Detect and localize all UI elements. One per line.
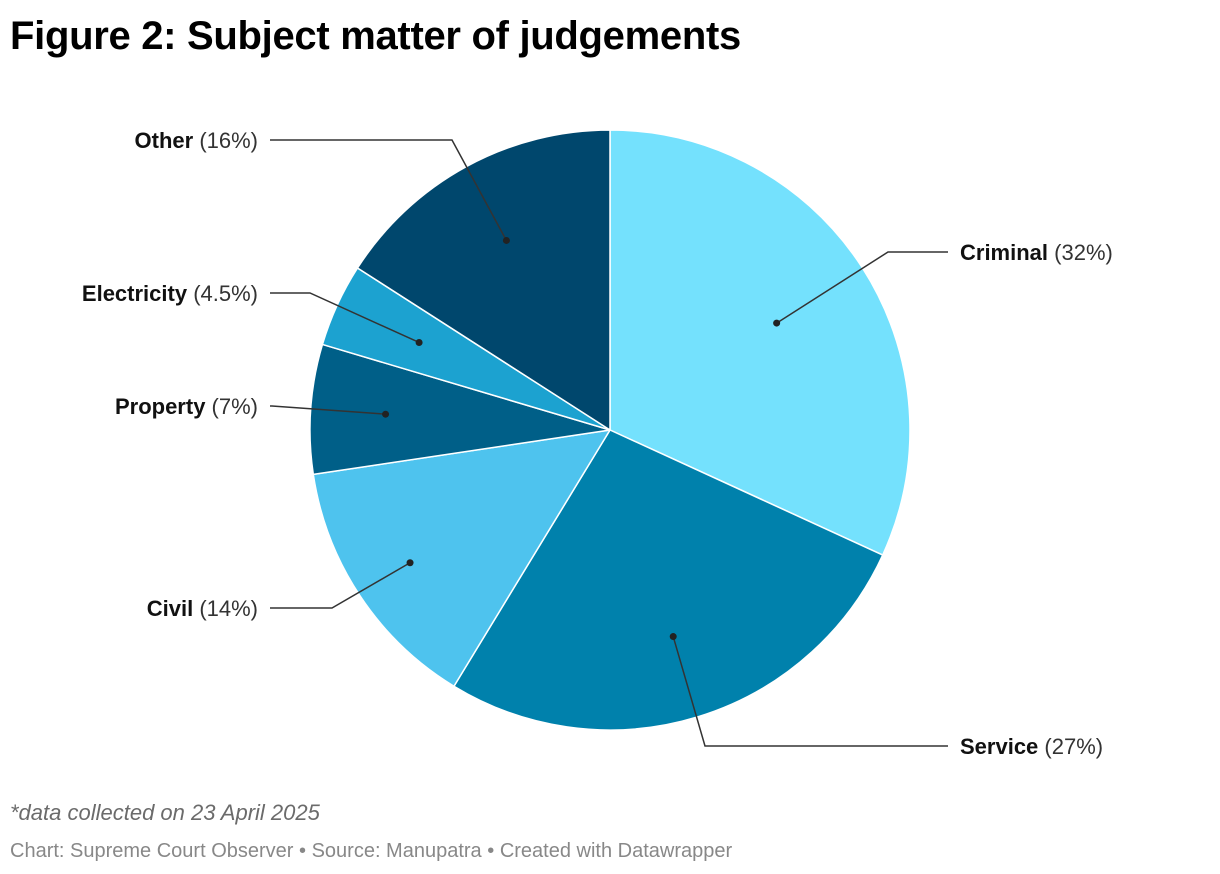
- pie-chart: Criminal (32%) Service (27%) Civil (14%) Pr…: [82, 128, 1113, 759]
- slice-percentage: (32%): [1048, 240, 1113, 265]
- slice-category: Other: [135, 128, 194, 153]
- pie-slices: [309, 129, 911, 731]
- leader-line-electricity: [270, 292, 420, 344]
- slice-percentage: (4.5%): [187, 281, 258, 306]
- slice-category: Property: [115, 394, 206, 419]
- slice-percentage: (14%): [193, 596, 258, 621]
- anchor-dot-property: [382, 410, 390, 418]
- footer-separator: •: [487, 840, 495, 862]
- slice-category: Criminal: [960, 240, 1048, 265]
- footer-separator: •: [299, 840, 307, 862]
- data-collection-note: *data collected on 23 April 2025: [10, 800, 320, 825]
- slice-percentage: (7%): [205, 394, 258, 419]
- pie-slice-service: [453, 429, 884, 731]
- chart-footer: Chart: Supreme Court Observer • Source: …: [10, 838, 732, 864]
- slice-category: Electricity: [82, 281, 188, 306]
- leader-line-criminal: [776, 251, 948, 324]
- pie-slice-civil: [312, 429, 611, 687]
- anchor-dot-criminal: [773, 319, 781, 327]
- anchor-dot-service: [669, 633, 677, 641]
- slice-label-criminal: Criminal (32%): [960, 240, 1113, 265]
- leader-line-civil: [270, 562, 411, 609]
- slice-label-electricity: Electricity (4.5%): [82, 281, 258, 306]
- slice-labels: Criminal (32%) Service (27%) Civil (14%) Pr…: [82, 128, 1113, 759]
- chart-title: Figure 2: Subject matter of judgements: [10, 14, 741, 58]
- slice-category: Civil: [147, 596, 193, 621]
- leader-line-other: [270, 139, 508, 241]
- anchor-dot-other: [502, 236, 510, 244]
- chart-credit: Chart: Supreme Court Observer: [10, 840, 294, 862]
- tool-credit: Created with Datawrapper: [499, 840, 733, 862]
- anchor-dot-electricity: [415, 338, 423, 346]
- slice-category: Service: [960, 734, 1038, 759]
- slice-percentage: (27%): [1038, 734, 1103, 759]
- leader-lines: [270, 139, 948, 747]
- slice-label-service: Service (27%): [960, 734, 1103, 759]
- slice-label-other: Other (16%): [135, 128, 258, 153]
- source-credit: Source: Manupatra: [311, 840, 482, 862]
- leader-line-service: [672, 636, 948, 747]
- leader-line-property: [270, 405, 386, 415]
- slice-label-civil: Civil (14%): [147, 596, 258, 621]
- anchor-dot-civil: [406, 559, 414, 567]
- slice-label-property: Property (7%): [115, 394, 258, 419]
- slice-percentage: (16%): [193, 128, 258, 153]
